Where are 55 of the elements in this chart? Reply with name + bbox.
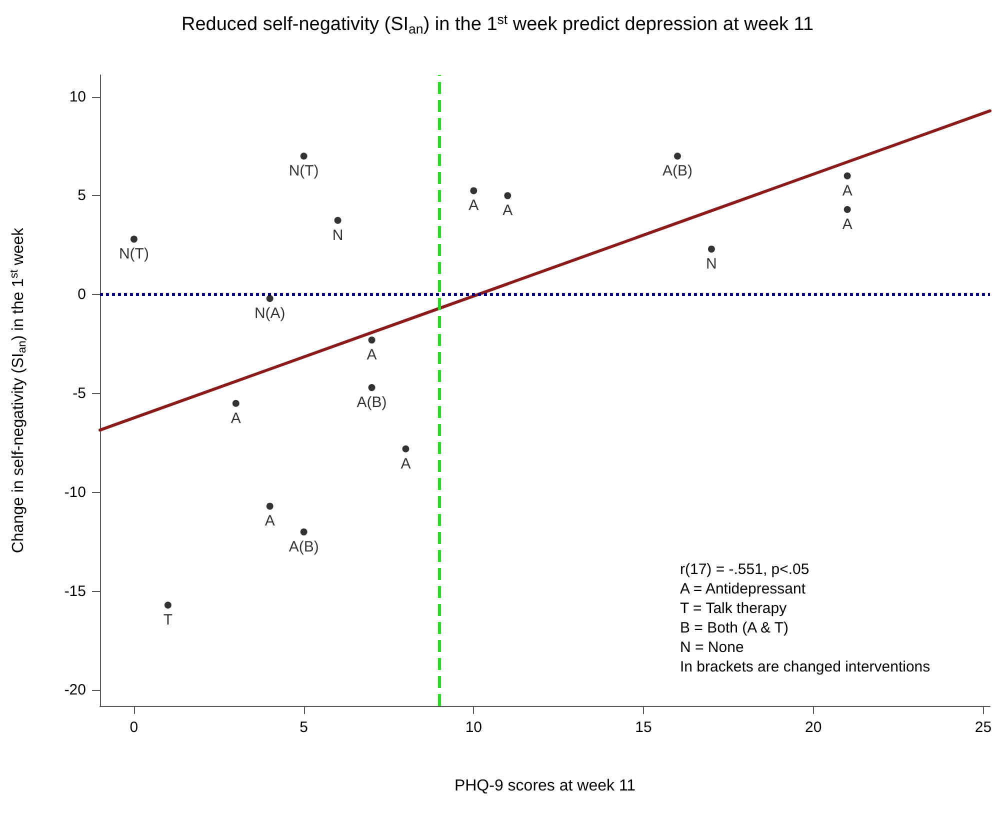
y-tick-label: -15 xyxy=(64,582,86,600)
data-label: N xyxy=(706,256,717,273)
point xyxy=(708,246,715,253)
x-tick-label: 10 xyxy=(465,719,482,736)
data-label: T xyxy=(163,612,173,629)
point xyxy=(232,400,240,407)
data-label: A xyxy=(230,410,241,427)
x-tick-label: 25 xyxy=(974,719,992,736)
annotation: T = Talk therapy xyxy=(680,600,788,617)
point xyxy=(300,152,308,160)
point xyxy=(164,602,172,609)
data-label: A xyxy=(400,455,411,472)
y-axis-title: Change in self-negativity (SIan) in the 1st week xyxy=(8,226,28,554)
point xyxy=(844,206,851,214)
point xyxy=(402,445,410,452)
x-tick-label: 15 xyxy=(635,719,652,736)
y-tick-label: 0 xyxy=(78,286,86,304)
point xyxy=(368,384,376,392)
point xyxy=(470,187,478,194)
data-label: A(B) xyxy=(288,538,319,556)
point xyxy=(368,336,376,344)
annotation: N = None xyxy=(680,639,744,656)
x-axis-title: PHQ-9 scores at week 11 xyxy=(454,778,636,794)
data-label: A xyxy=(366,346,377,364)
annotation: r(17) = -.551, p<.05 xyxy=(680,561,810,578)
x-tick-label: 0 xyxy=(130,719,138,736)
data-label: A(B) xyxy=(356,394,387,412)
point xyxy=(674,152,681,160)
point xyxy=(844,172,851,180)
data-label: A xyxy=(468,197,479,214)
point xyxy=(266,295,274,302)
data-label: A xyxy=(842,182,852,200)
y-tick-label: 5 xyxy=(78,187,86,204)
data-label: N xyxy=(332,226,344,244)
y-tick-label: -5 xyxy=(72,384,86,402)
point xyxy=(130,236,138,243)
y-tick-label: -10 xyxy=(64,484,86,501)
y-tick-label: 10 xyxy=(69,88,86,106)
point xyxy=(300,528,308,536)
point xyxy=(334,216,342,224)
annotation: B = Both (A & T) xyxy=(680,620,789,636)
point xyxy=(266,502,274,510)
point xyxy=(504,192,512,200)
data-label: A xyxy=(842,216,852,234)
x-tick-label: 20 xyxy=(805,719,822,736)
data-label: A xyxy=(264,512,275,530)
annotation: In brackets are changed interventions xyxy=(680,658,930,676)
data-label: N(T) xyxy=(118,246,149,263)
y-tick-label: -20 xyxy=(64,682,86,699)
x-tick-label: 5 xyxy=(300,719,308,736)
data-label: A xyxy=(502,202,513,220)
data-label: N(A) xyxy=(254,305,286,322)
data-label: N(T) xyxy=(288,162,319,180)
annotation: A = Antidepressant xyxy=(680,580,806,598)
data-label: A(B) xyxy=(662,162,692,180)
